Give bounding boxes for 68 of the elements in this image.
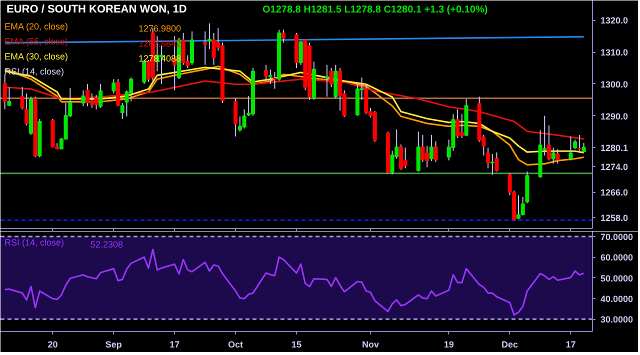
candlestick	[298, 40, 303, 66]
y-tick-label: 1258.0	[600, 213, 628, 224]
x-tick-label: 19	[444, 340, 454, 350]
candlestick	[434, 140, 438, 162]
candlestick	[490, 153, 494, 176]
text: RSI (14, close)	[4, 238, 64, 248]
y-tick-label: 30.0000	[600, 314, 634, 325]
x-tick-label: 17	[566, 340, 576, 350]
candlestick	[568, 136, 573, 161]
candlestick	[416, 131, 420, 172]
candlestick	[94, 94, 98, 110]
annotation: 52.2308	[90, 240, 124, 250]
candlestick	[2, 74, 7, 110]
y-tick-label: 1280.1	[600, 142, 628, 153]
line-series	[4, 248, 585, 316]
candlestick	[98, 83, 103, 108]
candlestick	[551, 147, 556, 164]
x-tick-label: Nov	[362, 340, 380, 350]
candlestick	[242, 108, 246, 130]
candlestick	[203, 30, 208, 66]
candlestick	[460, 114, 464, 139]
x-tick-label: Oct	[228, 340, 244, 350]
candlestick	[268, 69, 272, 84]
x-tick-label: 15	[291, 340, 302, 350]
y-tick-label: 1300.0	[600, 79, 628, 90]
chart-subtitle: O1278.8 H1281.5 L1278.8 C1280.1 +1.3 (+0.10%)	[262, 4, 488, 16]
candlestick	[234, 98, 238, 137]
y-tick-label: 1290.0	[600, 111, 628, 122]
candlestick	[281, 29, 286, 44]
candlestick	[494, 152, 499, 172]
candlestick	[81, 90, 86, 107]
candlestick	[329, 68, 334, 88]
y-tick-label: 50.0000	[600, 273, 634, 284]
y-tick-label: 70.0000	[600, 232, 634, 242]
candlestick	[116, 78, 120, 107]
candlestick	[207, 22, 212, 50]
candlestick	[429, 134, 434, 162]
text: EMA (20, close)	[4, 22, 68, 32]
candlestick	[577, 134, 582, 152]
candlestick	[573, 139, 578, 150]
x-tick-label: Sep	[105, 340, 122, 350]
candlestick	[190, 30, 194, 66]
candlestick	[181, 32, 186, 66]
y-tick-label: 1310.0	[600, 48, 628, 58]
y-tick-label: 40.0000	[600, 294, 634, 304]
x-tick-label: Dec	[502, 340, 518, 350]
chart-title: EURO / SOUTH KOREAN WON, 1D	[6, 4, 187, 16]
candlestick	[212, 32, 216, 66]
candlestick	[546, 124, 551, 161]
candlestick	[324, 64, 329, 98]
candlestick	[516, 194, 521, 220]
annotation: 1276.9800	[138, 24, 182, 34]
y-tick-label: 1266.0	[600, 188, 628, 198]
y-tick-label: 1320.0	[600, 16, 628, 26]
line-series	[4, 78, 585, 140]
x-tick-label: 17	[170, 340, 180, 350]
candlestick	[556, 148, 560, 164]
candlestick	[456, 108, 460, 139]
series-label: EMA (30, close)	[4, 52, 68, 62]
candlestick	[272, 72, 277, 90]
candlestick	[403, 147, 408, 169]
y-tick-label: 1274.0	[600, 162, 628, 172]
y-tick-label: 60.0000	[600, 252, 634, 263]
x-tick-label: 20	[48, 340, 58, 350]
candlestick	[86, 83, 90, 107]
candlestick	[112, 78, 116, 94]
candlestick	[264, 64, 268, 82]
candlestick	[486, 147, 490, 169]
